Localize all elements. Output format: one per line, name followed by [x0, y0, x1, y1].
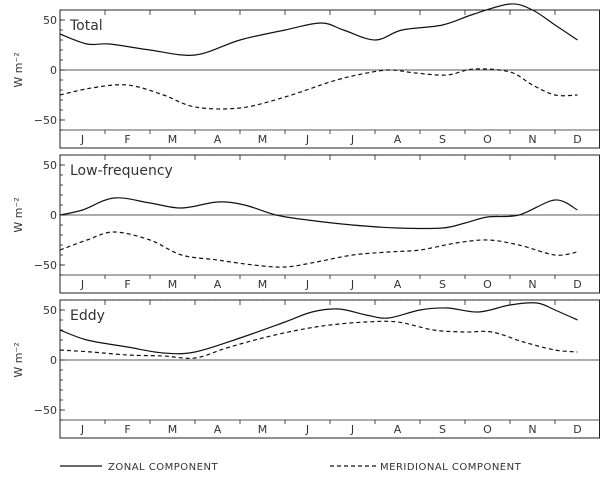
month-label: A	[394, 278, 402, 291]
y-axis-label: W m⁻²	[12, 342, 25, 377]
legend-zonal-label: ZONAL COMPONENT	[108, 462, 218, 473]
y-tick-label: 0	[50, 64, 57, 77]
panel-1: J F M A M J J A S O N D 50 0 −50 W m⁻² Total	[12, 3, 600, 149]
panel-frame	[59, 9, 600, 149]
y-tick-label: −50	[34, 404, 57, 417]
y-axis-label: W m⁻²	[12, 52, 25, 87]
month-label: D	[573, 278, 581, 291]
month-label: J	[305, 133, 309, 146]
panel-title: Eddy	[70, 308, 105, 324]
month-label: A	[214, 133, 222, 146]
month-label: J	[305, 423, 309, 436]
meridional-series-line	[59, 320, 578, 359]
panel-title: Total	[69, 18, 103, 34]
month-label: J	[80, 423, 84, 436]
month-label: J	[350, 423, 354, 436]
month-label: J	[350, 278, 354, 291]
panel-title: Low-frequency	[70, 163, 173, 179]
y-tick-label: 0	[50, 209, 57, 222]
y-tick-label: 50	[43, 14, 57, 27]
month-label: A	[394, 423, 402, 436]
month-label: J	[80, 278, 84, 291]
month-label: A	[214, 423, 222, 436]
month-label: N	[528, 423, 536, 436]
meridional-series-line	[59, 231, 578, 268]
panels: J F M A M J J A S O N D 50 0 −50 W m⁻² Total J F M A M J J A S O N D…	[12, 3, 600, 439]
month-label: D	[573, 133, 581, 146]
legend-meridional-label: MERIDIONAL COMPONENT	[380, 462, 522, 473]
month-label: M	[168, 133, 178, 146]
month-label: F	[124, 278, 130, 291]
month-label: A	[214, 278, 222, 291]
month-label: M	[168, 423, 178, 436]
month-label: A	[394, 133, 402, 146]
zonal-series-line	[59, 197, 578, 230]
month-label: S	[439, 133, 446, 146]
zonal-series-line	[59, 302, 578, 355]
y-tick-label: 0	[50, 354, 57, 367]
month-label: M	[258, 133, 268, 146]
y-tick-label: −50	[34, 259, 57, 272]
month-label: D	[573, 423, 581, 436]
month-label: M	[258, 423, 268, 436]
y-tick-label: 50	[43, 304, 57, 317]
month-label: M	[258, 278, 268, 291]
month-label: O	[483, 133, 492, 146]
month-label: O	[483, 278, 492, 291]
panel-2: J F M A M J J A S O N D 50 0 −50 W m⁻² Low-frequency	[12, 154, 600, 294]
panel-3: J F M A M J J A S O N D 50 0 −50 W m⁻² Eddy	[12, 299, 600, 439]
panel-frame	[59, 299, 600, 439]
month-label: J	[305, 278, 309, 291]
month-label: N	[528, 133, 536, 146]
meridional-series-line	[59, 68, 578, 110]
month-label: M	[168, 278, 178, 291]
legend: ZONAL COMPONENT MERIDIONAL COMPONENT	[60, 462, 522, 473]
month-label: O	[483, 423, 492, 436]
month-label: J	[80, 133, 84, 146]
month-label: N	[528, 278, 536, 291]
month-label: S	[439, 423, 446, 436]
zonal-series-line	[59, 3, 578, 56]
month-label: F	[124, 423, 130, 436]
y-tick-label: −50	[34, 114, 57, 127]
month-label: J	[350, 133, 354, 146]
y-axis-label: W m⁻²	[12, 197, 25, 232]
month-label: S	[439, 278, 446, 291]
month-label: F	[124, 133, 130, 146]
y-tick-label: 50	[43, 159, 57, 172]
